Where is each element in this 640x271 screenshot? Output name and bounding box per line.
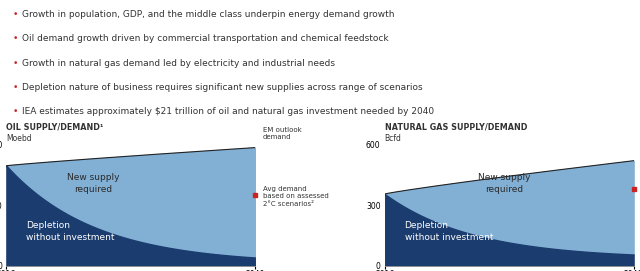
Text: Avg demand
based on assessed
2°C scenarios²: Avg demand based on assessed 2°C scenari… <box>263 186 328 207</box>
Text: •: • <box>13 34 18 43</box>
Text: New supply
required: New supply required <box>478 173 531 194</box>
Text: Bcfd: Bcfd <box>385 134 401 143</box>
Text: Growth in population, GDP, and the middle class underpin energy demand growth: Growth in population, GDP, and the middl… <box>22 10 395 19</box>
Text: Depletion
without investment: Depletion without investment <box>26 221 115 242</box>
Text: •: • <box>13 83 18 92</box>
Text: New supply
required: New supply required <box>67 173 120 194</box>
Text: Oil demand growth driven by commercial transportation and chemical feedstock: Oil demand growth driven by commercial t… <box>22 34 388 43</box>
Text: •: • <box>13 107 18 116</box>
Text: Moebd: Moebd <box>6 134 32 143</box>
Text: •: • <box>13 10 18 19</box>
Text: IEA estimates approximately $21 trillion of oil and natural gas investment neede: IEA estimates approximately $21 trillion… <box>22 107 434 116</box>
Text: Depletion
without investment: Depletion without investment <box>404 221 493 242</box>
Text: EM outlook
demand: EM outlook demand <box>263 127 301 140</box>
Text: Depletion nature of business requires significant new supplies across range of s: Depletion nature of business requires si… <box>22 83 422 92</box>
Text: OIL SUPPLY/DEMAND¹: OIL SUPPLY/DEMAND¹ <box>6 123 104 132</box>
Text: Growth in natural gas demand led by electricity and industrial needs: Growth in natural gas demand led by elec… <box>22 59 335 68</box>
Text: NATURAL GAS SUPPLY/DEMAND: NATURAL GAS SUPPLY/DEMAND <box>385 123 527 132</box>
Text: •: • <box>13 59 18 68</box>
